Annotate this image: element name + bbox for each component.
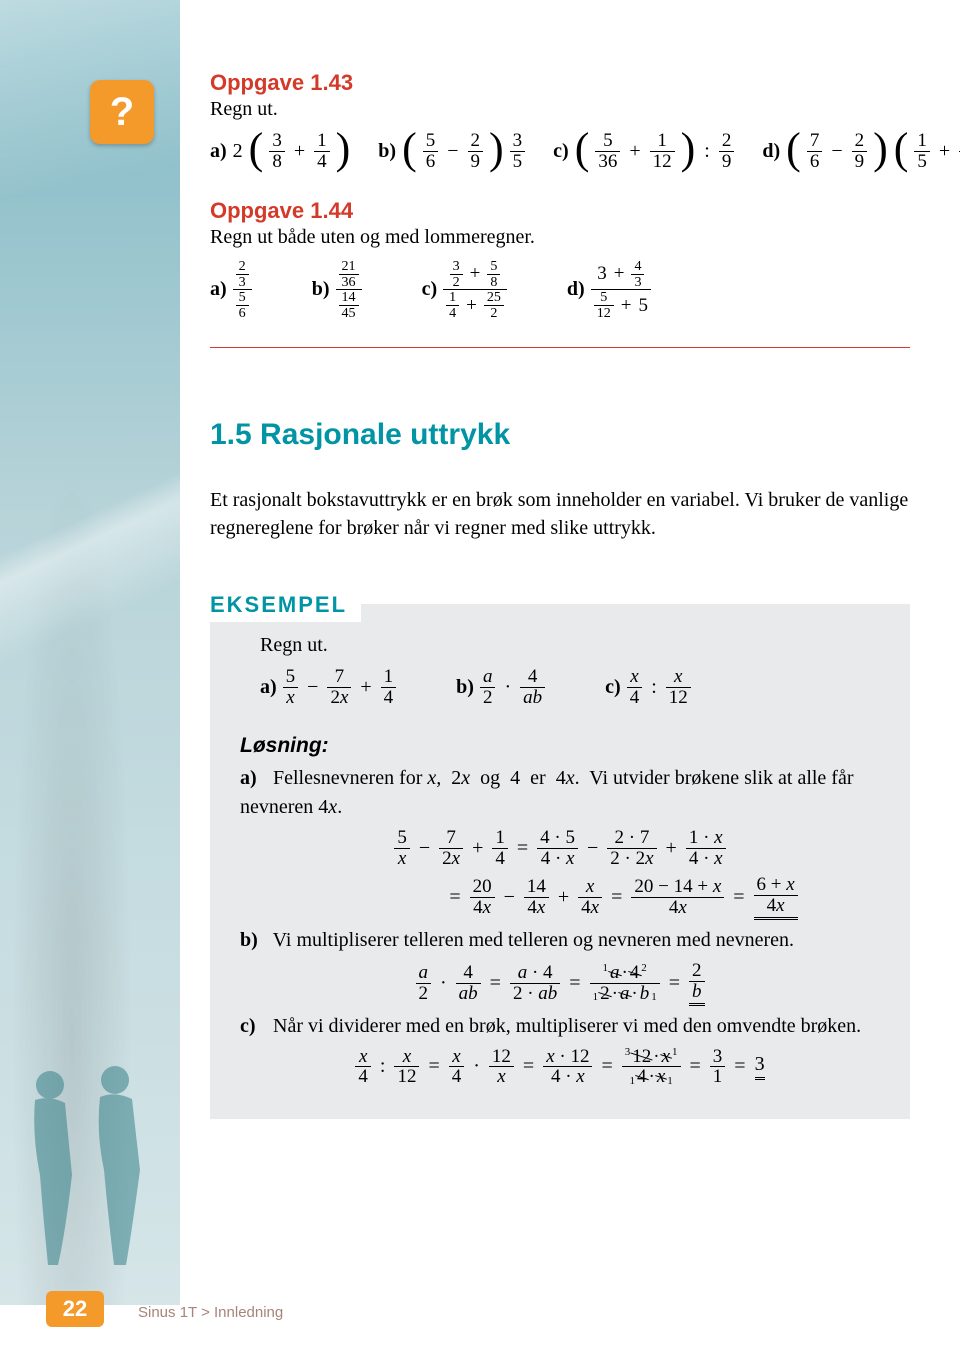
task-1-44-c: c) 32 + 58 14 + 252: [422, 259, 507, 321]
example-items: a) 5x − 72x + 14 b) a2 · 4ab c) x4 :: [260, 667, 880, 708]
sol-c-text: c) Når vi dividerer med en brøk, multipl…: [240, 1012, 880, 1041]
task-1-43-c: c) ( 536 + 112 ) : 29: [553, 131, 734, 172]
section-intro: Et rasjonalt bokstavuttrykk er en brøk s…: [210, 486, 910, 542]
example-a: a) 5x − 72x + 14: [260, 667, 396, 708]
page-content: Oppgave 1.43 Regn ut. a) 2 ( 38 + 14 ) b…: [210, 70, 910, 1119]
task-1-43-title: Oppgave 1.43: [210, 70, 910, 96]
example-b: b) a2 · 4ab: [456, 667, 545, 708]
example-c: c) x4 : x12: [605, 667, 691, 708]
task-1-44-items: a) 23 56 b) 2136 1445 c) 32 + 58: [210, 259, 910, 321]
task-divider: [210, 347, 910, 348]
sol-a-text: a) Fellesnevneren for x, 2x og 4 er 4x. …: [240, 764, 880, 822]
task-1-44-d: d) 3 + 43 512 + 5: [567, 259, 651, 321]
sidebar-figures: [10, 1055, 170, 1275]
task-1-43-b: b) ( 56 − 29 ) 35: [378, 131, 525, 172]
task-1-43-d: d) ( 76 − 29 ) ( 15 + 14 ): [762, 131, 960, 172]
question-mark-badge: ?: [90, 80, 154, 144]
losning-label: Løsning:: [240, 734, 880, 758]
sol-b-math: a2 · 4ab = a · 42 · ab = 1 a·4 2 1 2·a·b: [240, 961, 880, 1006]
task-1-44-instr: Regn ut både uten og med lommeregner.: [210, 226, 910, 249]
sol-a-line2: = 204x − 144x + x4x = 20 − 14 + x4x = 6 …: [240, 875, 880, 920]
task-1-44-title: Oppgave 1.44: [210, 198, 910, 224]
task-1-44-b: b) 2136 1445: [312, 259, 362, 321]
running-head: Sinus 1T > Innledning: [138, 1304, 283, 1321]
sol-b-text: b) Vi multipliserer telleren med tellere…: [240, 926, 880, 955]
task-1-43-a: a) 2 ( 38 + 14 ): [210, 131, 350, 172]
example-label: EKSEMPEL: [210, 588, 361, 622]
sol-a-line1: 5x − 72x + 14 = 4 · 54 · x − 2 · 72 · 2x…: [240, 828, 880, 869]
footer: 22 Sinus 1T > Innledning: [0, 1299, 960, 1355]
page-number: 22: [46, 1291, 104, 1327]
sidebar-photo: [0, 0, 180, 1305]
section-1-5-title: 1.5 Rasjonale uttrykk: [210, 418, 910, 452]
task-1-43-items: a) 2 ( 38 + 14 ) b) ( 56 − 29 ) 35 c) ( …: [210, 131, 910, 172]
example-box: Regn ut. a) 5x − 72x + 14 b) a2 · 4ab: [210, 604, 910, 1119]
task-1-43-instr: Regn ut.: [210, 98, 910, 121]
example-instr: Regn ut.: [260, 634, 880, 657]
sol-c-math: x4 : x12 = x4 · 12x = x · 124 · x = 3 12…: [240, 1047, 880, 1088]
task-1-44-a: a) 23 56: [210, 259, 252, 321]
